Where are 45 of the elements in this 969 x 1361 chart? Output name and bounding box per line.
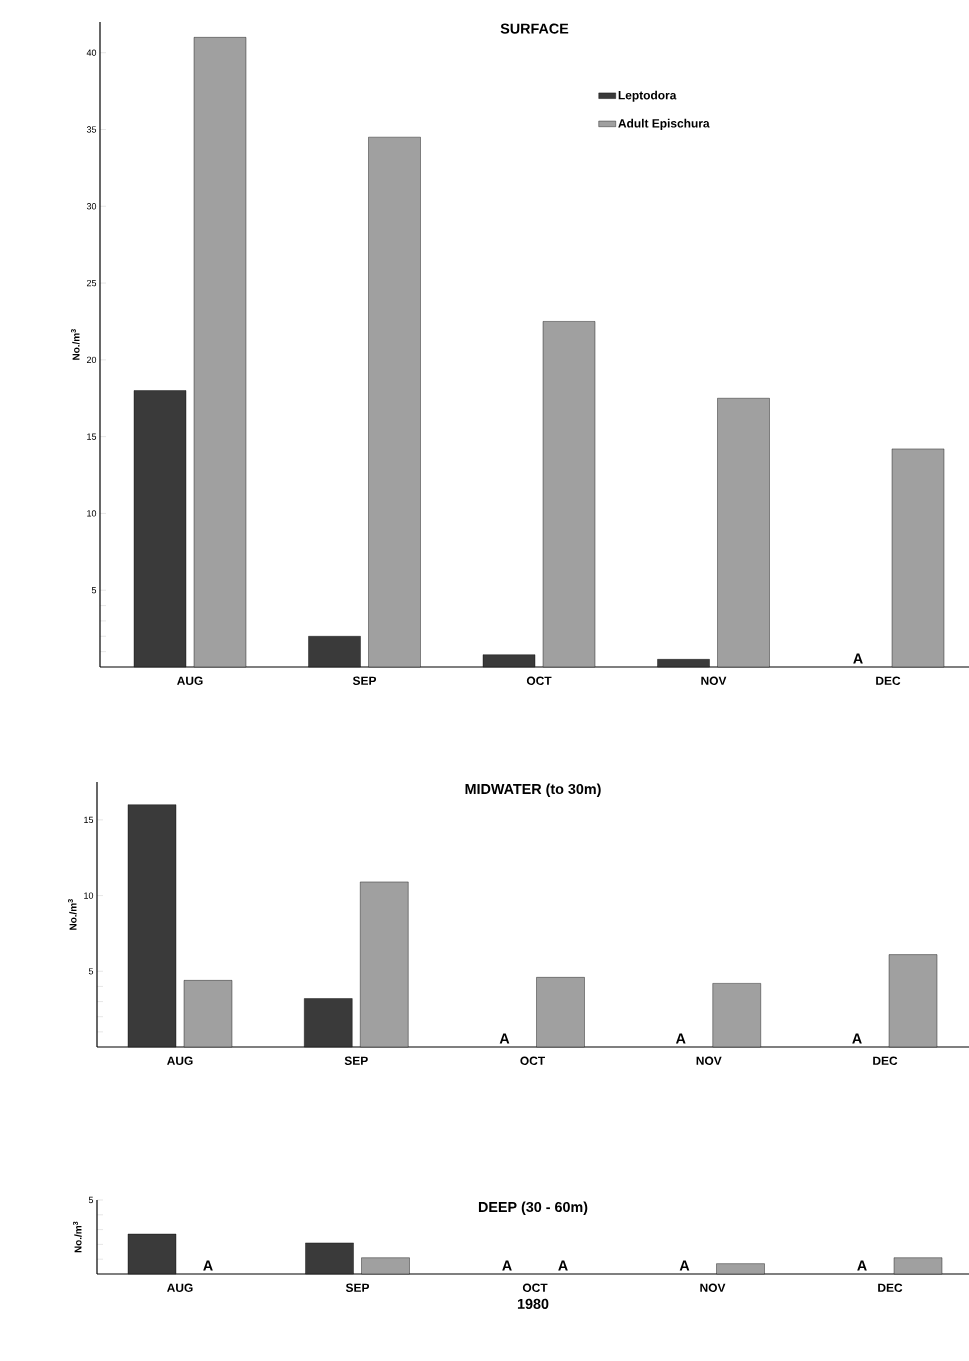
y-tick-label: 40 — [86, 49, 97, 56]
y-tick-label: 25 — [86, 279, 97, 287]
x-tick-label: AUG — [177, 676, 203, 685]
x-tick-label: NOV — [700, 1283, 726, 1292]
annotation: A — [499, 1033, 510, 1044]
x-tick-label: DEC — [876, 676, 901, 685]
chart-title: MIDWATER (to 30m) — [465, 783, 601, 797]
chart-title: DEEP (30 - 60m) — [478, 1201, 588, 1215]
x-axis-title: 1980 — [517, 1298, 549, 1309]
x-tick-label: OCT — [526, 676, 552, 685]
y-axis-title: No./m$^{3}$ — [72, 1221, 82, 1253]
annotation: A — [857, 1260, 867, 1271]
y-tick-label: 15 — [87, 433, 97, 440]
y-tick-label: 5 — [91, 587, 97, 594]
annotation: A — [852, 1033, 862, 1044]
x-tick-label: DEC — [878, 1283, 903, 1292]
annotation: A — [502, 1260, 512, 1271]
x-tick-label: AUG — [167, 1283, 193, 1292]
y-axis-title: No./m$^{3}$ — [67, 899, 77, 930]
x-tick-label: OCT — [522, 1283, 548, 1292]
y-tick-label: 35 — [86, 126, 97, 133]
annotation: A — [853, 653, 863, 664]
x-tick-label: OCT — [520, 1056, 545, 1065]
y-axis-title: No./m$^{3}$ — [70, 329, 80, 360]
x-tick-label: NOV — [701, 676, 727, 685]
x-tick-label: SEP — [352, 676, 377, 685]
x-tick-label: DEC — [873, 1056, 898, 1065]
y-tick-label: 30 — [86, 203, 97, 210]
legend-label: Adult Epischura — [618, 118, 710, 130]
y-tick-label: 5 — [88, 1196, 94, 1204]
annotation: A — [558, 1260, 568, 1271]
y-tick-label: 10 — [87, 510, 97, 517]
chart-title: SURFACE — [500, 23, 569, 34]
x-tick-label: AUG — [167, 1056, 193, 1065]
x-tick-label: NOV — [696, 1056, 722, 1065]
annotation: A — [675, 1033, 686, 1044]
x-tick-label: SEP — [345, 1283, 370, 1292]
annotation: A — [203, 1260, 213, 1271]
y-tick-label: 20 — [86, 356, 97, 364]
annotation: A — [679, 1260, 690, 1271]
y-tick-label: 5 — [88, 968, 94, 975]
x-tick-label: SEP — [344, 1056, 368, 1065]
y-tick-label: 10 — [84, 892, 94, 899]
y-tick-label: 15 — [84, 816, 94, 823]
legend-label: Leptodora — [618, 90, 677, 102]
